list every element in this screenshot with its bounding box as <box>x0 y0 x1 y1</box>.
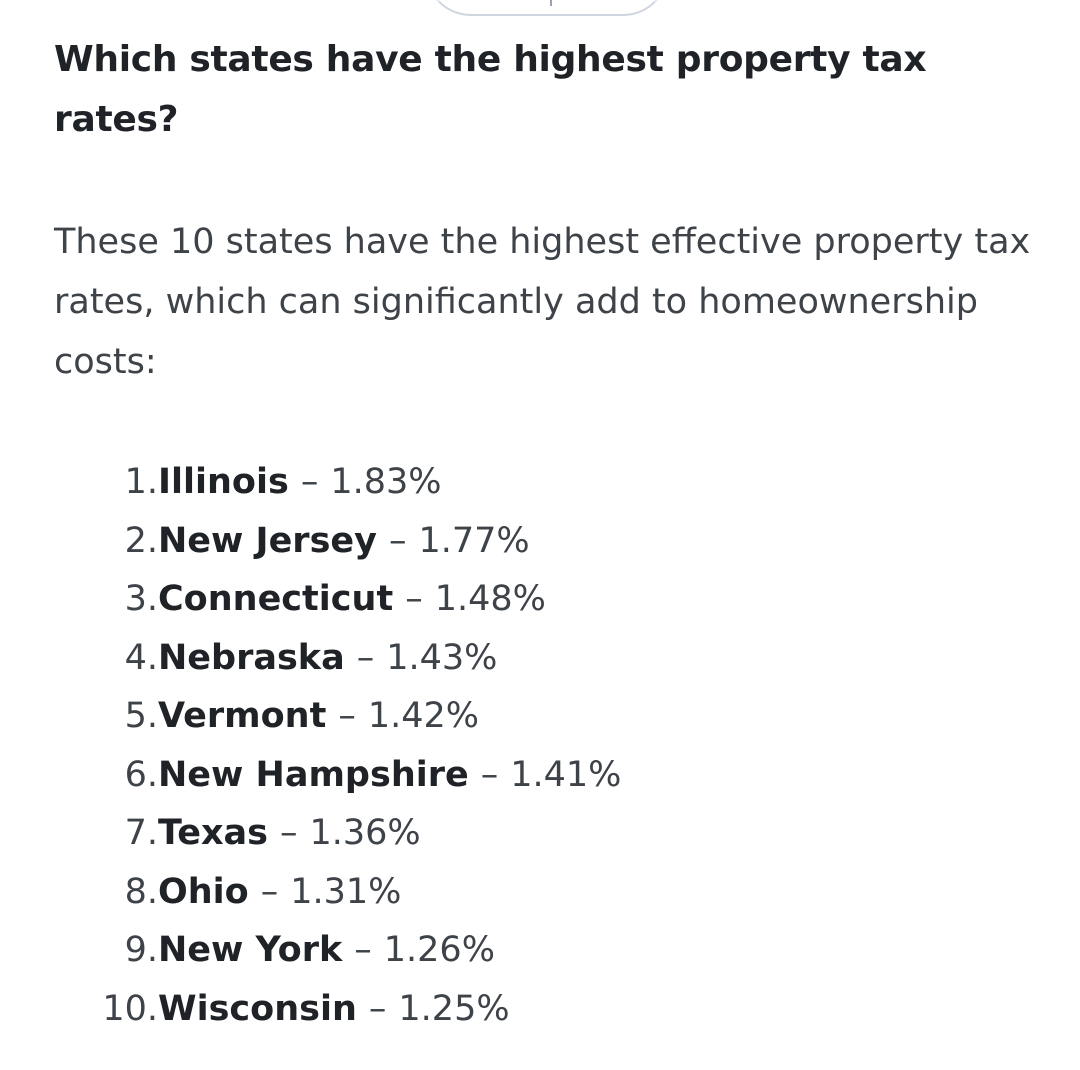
tax-rate: 1.77% <box>418 520 530 561</box>
state-name: New Hampshire <box>158 754 469 795</box>
rank-number: 10. <box>102 988 158 1029</box>
tax-rate: 1.26% <box>383 930 495 970</box>
list-item: 2. New Jersey – 1.77% <box>54 512 1044 571</box>
rank-number: 8. <box>124 871 158 912</box>
list-item: 4. Nebraska – 1.43% <box>54 629 1044 688</box>
tax-rate: 1.31% <box>290 871 402 912</box>
tax-rate: 1.25% <box>398 988 510 1029</box>
state-name: Nebraska <box>158 637 345 678</box>
intro-paragraph: These 10 states have the highest effecti… <box>54 222 1031 382</box>
section-heading: Which states have the highest property t… <box>54 39 927 140</box>
rank-number: 5. <box>124 696 158 736</box>
top-image-edge <box>425 0 669 16</box>
list-item: 10. Wisconsin – 1.25% <box>54 980 1044 1039</box>
separator-dash: – <box>354 930 372 970</box>
list-item: 3. Connecticut – 1.48% <box>54 570 1044 629</box>
rank-number: 2. <box>124 520 158 561</box>
separator-dash: – <box>405 579 423 619</box>
state-name: Wisconsin <box>158 988 357 1029</box>
gauge-tick-mark <box>550 0 552 6</box>
list-item: 9. New York – 1.26% <box>54 921 1044 980</box>
list-item: 5. Vermont – 1.42% <box>54 687 1044 746</box>
article-section: Which states have the highest property t… <box>54 30 1044 1038</box>
separator-dash: – <box>338 696 356 736</box>
separator-dash: – <box>368 988 387 1029</box>
state-name: Connecticut <box>158 579 394 619</box>
ranked-states-list: 1. Illinois – 1.83% 2. New Jersey – 1.77… <box>54 453 1044 1038</box>
state-name: New York <box>158 930 343 970</box>
separator-dash: – <box>280 813 298 853</box>
list-item: 7. Texas – 1.36% <box>54 804 1044 863</box>
state-name: New Jersey <box>158 520 377 561</box>
list-item: 8. Ohio – 1.31% <box>54 863 1044 922</box>
rank-number: 3. <box>124 579 158 619</box>
tax-rate: 1.48% <box>434 579 546 619</box>
rank-number: 6. <box>124 754 158 795</box>
list-item: 6. New Hampshire – 1.41% <box>54 746 1044 805</box>
state-name: Ohio <box>158 871 249 912</box>
separator-dash: – <box>260 871 279 912</box>
separator-dash: – <box>480 754 499 795</box>
state-name: Texas <box>158 813 268 853</box>
state-name: Vermont <box>158 696 327 736</box>
separator-dash: – <box>300 462 319 502</box>
tax-rate: 1.41% <box>510 754 622 795</box>
rank-number: 9. <box>124 930 158 970</box>
tax-rate: 1.36% <box>309 813 421 853</box>
tax-rate: 1.43% <box>386 637 498 678</box>
rank-number: 1. <box>124 462 158 502</box>
state-name: Illinois <box>158 462 289 502</box>
tax-rate: 1.42% <box>367 696 480 736</box>
rank-number: 7. <box>124 813 158 853</box>
list-item: 1. Illinois – 1.83% <box>54 453 1044 512</box>
tax-rate: 1.83% <box>330 462 442 502</box>
separator-dash: – <box>388 520 407 561</box>
rank-number: 4. <box>124 637 158 678</box>
separator-dash: – <box>356 637 375 678</box>
